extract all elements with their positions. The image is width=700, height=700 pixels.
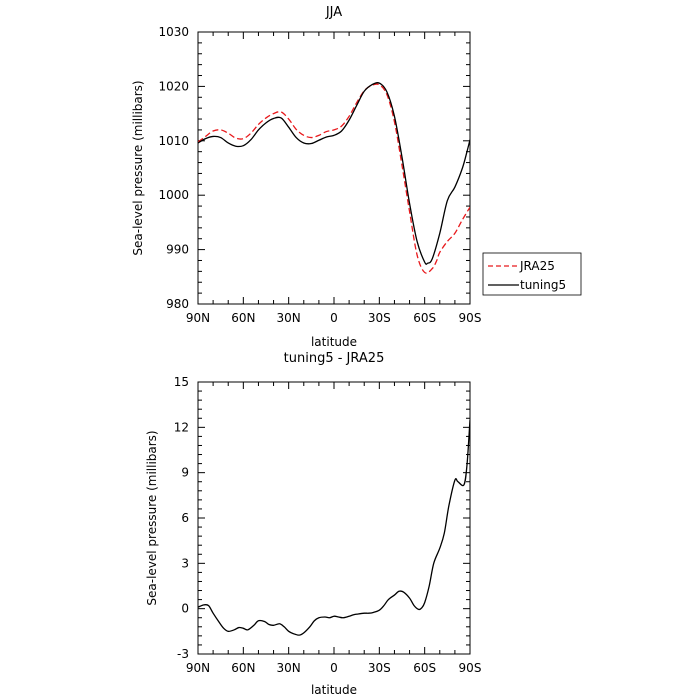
plot-frame: [197, 381, 471, 655]
x-tick-label: 30N: [277, 311, 301, 325]
chart-title: tuning5 - JRA25: [284, 351, 385, 366]
y-tick-label: 990: [166, 243, 189, 257]
series-line-difference: [198, 419, 470, 636]
plot-area: 90N 60N 30N 0 30S 60S 90S 980 990 1000 1010 1020 103…: [158, 25, 481, 325]
y-axis-label: Sea-level pressure (millibars): [131, 80, 145, 255]
x-axis-label: latitude: [311, 683, 357, 697]
legend-label-jra25: JRA25: [519, 259, 555, 273]
y-tick-label: 1010: [158, 134, 189, 148]
legend: JRA25 tuning5: [482, 252, 582, 296]
x-tick-label: 90N: [186, 661, 210, 675]
chart-title: JJA: [325, 5, 342, 20]
x-tick-label: 30S: [368, 661, 391, 675]
x-axis-label: latitude: [311, 335, 357, 349]
chart-difference: tuning5 - JRA25 90N 60N 30N 0 30S 60S 90S -3 0 3 6…: [145, 351, 481, 697]
x-tick-label: 60S: [413, 661, 436, 675]
legend-box: [482, 252, 582, 296]
y-tick-label: 980: [166, 297, 189, 311]
series-line-jra25: [198, 83, 470, 274]
x-tick-label: 60S: [413, 311, 436, 325]
x-tick-label: 0: [330, 311, 338, 325]
y-tick-label: 1000: [158, 188, 189, 202]
y-axis-label: Sea-level pressure (millibars): [145, 430, 159, 605]
chart-jja: JJA 90N 60N 30N 0 30S 60S 90S 980 990 1000 1010 102…: [131, 5, 582, 349]
y-tick-label: 1020: [158, 79, 189, 93]
y-tick-label: 0: [181, 602, 189, 616]
x-tick-label: 60N: [231, 661, 255, 675]
y-tick-label: 6: [181, 511, 189, 525]
y-tick-label: 15: [174, 375, 189, 389]
y-tick-label: 12: [174, 420, 189, 434]
x-tick-label: 90S: [459, 661, 482, 675]
series-line-tuning5: [198, 82, 470, 265]
x-tick-label: 90N: [186, 311, 210, 325]
y-tick-label: 9: [181, 466, 189, 480]
x-tick-label: 60N: [231, 311, 255, 325]
x-tick-label: 30S: [368, 311, 391, 325]
legend-label-tuning5: tuning5: [520, 278, 566, 292]
plot-area: 90N 60N 30N 0 30S 60S 90S -3 0 3 6 9 12 15: [174, 375, 482, 675]
x-tick-label: 30N: [277, 661, 301, 675]
y-tick-label: 1030: [158, 25, 189, 39]
y-tick-label: 3: [181, 556, 189, 570]
x-tick-label: 0: [330, 661, 338, 675]
y-tick-label: -3: [177, 647, 189, 661]
x-tick-label: 90S: [459, 311, 482, 325]
